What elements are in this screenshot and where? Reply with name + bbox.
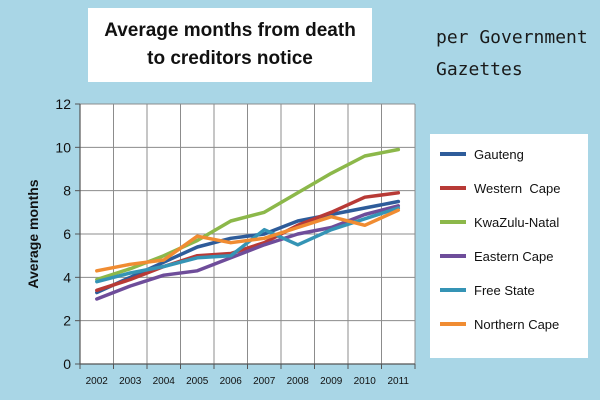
- legend-swatch: [440, 186, 466, 190]
- x-tick-label: 2003: [119, 376, 142, 387]
- legend-item: Western Cape: [440, 178, 588, 198]
- chart-title-line-2: to creditors notice: [147, 48, 313, 69]
- legend-swatch: [440, 322, 466, 326]
- legend: Gauteng Western Cape KwaZulu-Natal Eastern …: [430, 134, 588, 358]
- y-tick-label: 10: [55, 139, 71, 155]
- legend-swatch: [440, 152, 466, 156]
- legend-swatch: [440, 220, 466, 224]
- x-tick-label: 2002: [86, 376, 109, 387]
- y-tick-label: 8: [63, 183, 71, 199]
- chart-title-line-1: Average months from death: [104, 20, 356, 41]
- y-tick-label: 4: [63, 269, 71, 285]
- legend-item: Northern Cape: [440, 314, 588, 334]
- y-tick-label: 6: [63, 226, 71, 242]
- series-line-northern-cape: [95, 208, 401, 273]
- y-tick-label: 0: [63, 356, 71, 372]
- chart-subtitle-line-2: Gazettes: [436, 59, 523, 80]
- x-tick-label: 2011: [387, 376, 409, 387]
- legend-label: Gauteng: [474, 146, 524, 162]
- legend-item: Eastern Cape: [440, 246, 588, 266]
- chart-subtitle-line-1: per Government: [436, 27, 588, 48]
- legend-swatch: [440, 288, 466, 292]
- x-tick-label: 2007: [253, 376, 276, 387]
- legend-swatch: [440, 254, 466, 258]
- x-tick-label: 2010: [354, 376, 377, 387]
- axes: [75, 103, 416, 369]
- legend-label: KwaZulu-Natal: [474, 214, 560, 230]
- y-tick-label: 12: [55, 96, 71, 112]
- legend-label: Western Cape: [474, 180, 561, 196]
- tick-labels: 0 2 4 6 8 10 12 2002 2003 2004 2005 2006 2007 2008 200…: [55, 96, 409, 387]
- y-axis-label: Average months: [25, 179, 41, 288]
- x-tick-label: 2005: [186, 376, 209, 387]
- series-line-western-cape: [95, 191, 401, 293]
- x-tick-label: 2008: [287, 376, 310, 387]
- legend-item: KwaZulu-Natal: [440, 212, 588, 232]
- x-tick-label: 2006: [220, 376, 243, 387]
- x-tick-label: 2009: [320, 376, 343, 387]
- series-line-free-state: [95, 206, 401, 284]
- legend-item: Gauteng: [440, 144, 588, 164]
- x-tick-label: 2004: [153, 376, 176, 387]
- legend-item: Free State: [440, 280, 588, 300]
- series-lines: [95, 147, 401, 301]
- legend-label: Free State: [474, 282, 535, 298]
- chart-subtitle: per Government Gazettes: [436, 22, 596, 86]
- legend-label: Eastern Cape: [474, 248, 554, 264]
- chart-title-box: Average months from death to creditors n…: [88, 8, 372, 82]
- legend-label: Northern Cape: [474, 316, 560, 332]
- y-tick-label: 2: [63, 313, 71, 329]
